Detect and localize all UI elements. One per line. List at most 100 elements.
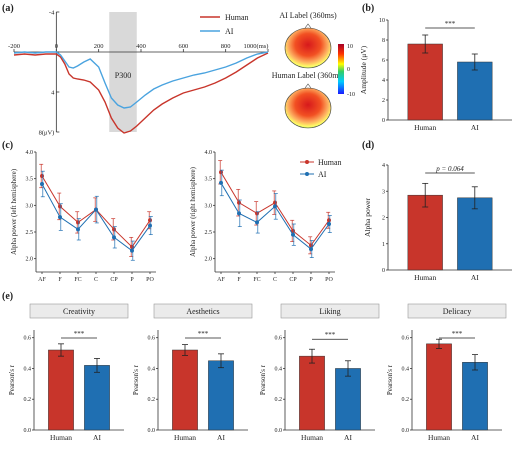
significance-label: *** <box>74 330 85 338</box>
y-tick-label: 2.0 <box>205 257 213 263</box>
facet-title: Delicacy <box>443 307 471 316</box>
facet-title: Aesthetics <box>186 307 219 316</box>
y-axis-label: Pearson's r <box>132 364 140 395</box>
data-point <box>291 232 295 237</box>
y-tick-label: 0.2 <box>148 397 156 403</box>
x-tick-label: Human <box>428 433 450 442</box>
x-tick-label: FC <box>253 277 260 283</box>
x-tick-label: AF <box>217 277 225 283</box>
significance-label: *** <box>452 330 463 338</box>
panel-label-c: (c) <box>2 140 13 151</box>
data-point <box>219 180 223 185</box>
colorbar-mid: 0 <box>347 67 350 73</box>
legend-label-ai: AI <box>318 170 327 179</box>
y-axis-label: Alpha power <box>363 198 372 237</box>
legend-label-ai: AI <box>225 27 234 36</box>
x-tick-label: CP <box>110 277 118 283</box>
bar-human <box>407 43 443 121</box>
panel-b: (b) 0 2 4 6 8 10 Amplitude (μV) Human AI *** <box>359 3 512 132</box>
panel-a: (a) -200 0 200 400 600 800 1000(ms) -4 4 8(μV) Huma… <box>2 3 355 137</box>
y-tick-label: 2 <box>382 98 385 104</box>
x-tick-label: AI <box>217 433 225 442</box>
colorbar <box>338 44 344 94</box>
data-point <box>219 170 223 175</box>
x-tick-label: AI <box>471 433 479 442</box>
y-tick-label: 3.5 <box>26 177 34 183</box>
x-tick-label: 200 <box>94 43 104 50</box>
x-tick-label: PO <box>325 277 333 283</box>
y-tick-label: 0.6 <box>402 336 410 342</box>
data-point <box>130 248 134 253</box>
data-point <box>309 247 313 252</box>
bar-ai <box>208 360 234 431</box>
panel-label-b: (b) <box>362 3 374 14</box>
data-point <box>273 200 277 205</box>
y-tick-label: 2.0 <box>26 257 34 263</box>
y-axis-label: Alpha power (left hemisphere) <box>10 168 18 255</box>
y-tick-label: 0.6 <box>24 336 32 342</box>
data-point <box>148 218 152 223</box>
y-axis-label: Pearson's r <box>259 364 267 395</box>
y-tick-label: 6 <box>382 58 385 64</box>
panel-e: (e) Creativity 0.0 0.2 0.4 0.6 Pearson's r Huma… <box>2 291 507 442</box>
y-tick-label: 8 <box>382 38 385 44</box>
y-tick-label: 0.0 <box>24 428 32 434</box>
y-tick-label: 3.0 <box>205 203 213 209</box>
legend-marker <box>305 172 309 176</box>
bar-human <box>172 349 198 431</box>
facet-title: Liking <box>319 307 340 316</box>
facet-title: Creativity <box>63 307 95 316</box>
y-tick-label: 0.4 <box>148 366 156 372</box>
facet-strip <box>407 303 507 319</box>
data-point <box>273 204 277 209</box>
data-point <box>255 220 259 225</box>
facet-strip <box>29 303 129 319</box>
x-tick-label: FC <box>74 277 81 283</box>
data-point <box>40 174 44 178</box>
y-tick-label: 3.5 <box>205 177 213 183</box>
x-tick-label: AI <box>471 273 479 282</box>
y-tick-label: 0.6 <box>275 336 283 342</box>
y-tick-label: 4.0 <box>26 150 34 156</box>
x-tick-label: Human <box>301 433 323 442</box>
significance-label: p = 0.064 <box>435 165 464 173</box>
erp-line-ai <box>13 51 269 109</box>
y-tick-label: 4.0 <box>205 150 213 156</box>
data-point <box>327 218 331 223</box>
x-tick-label: Human <box>414 123 436 132</box>
x-tick-label: P <box>130 277 134 283</box>
bar-ai <box>457 61 493 121</box>
data-point <box>112 235 116 240</box>
y-tick-label: 0.4 <box>24 366 32 372</box>
x-tick-label: F <box>58 277 62 283</box>
data-point <box>58 204 62 209</box>
x-tick-label: CP <box>289 277 297 283</box>
y-tick-label: 0.2 <box>275 397 283 403</box>
y-tick-label: 0.4 <box>275 366 283 372</box>
x-tick-label: Human <box>174 433 196 442</box>
topomap-head <box>284 87 332 129</box>
x-tick-label: Human <box>50 433 72 442</box>
data-point <box>94 207 98 212</box>
y-tick-label: 4 <box>51 90 55 97</box>
bar-human <box>407 194 443 271</box>
y-tick-label: 0.2 <box>402 397 410 403</box>
panel-label-e: (e) <box>2 291 13 302</box>
x-tick-label: 1000(ms) <box>244 43 269 50</box>
y-axis-label: Pearson's r <box>386 364 394 395</box>
x-tick-label: Human <box>414 273 436 282</box>
y-axis-label: Amplitude (μV) <box>359 45 368 94</box>
facet-strip <box>280 303 380 319</box>
colorbar-max: 10 <box>347 44 353 50</box>
x-tick-label: 0 <box>55 43 58 50</box>
x-tick-label: C <box>94 277 98 283</box>
facet-strip <box>153 303 253 319</box>
data-point <box>237 211 241 216</box>
topomap-nose <box>304 83 312 89</box>
y-tick-label: 3.0 <box>26 203 34 209</box>
erp-line-human <box>13 52 269 134</box>
bar-human <box>426 343 452 431</box>
x-tick-label: C <box>273 277 277 283</box>
data-point <box>237 200 241 205</box>
y-tick-label: 0 <box>382 118 385 124</box>
